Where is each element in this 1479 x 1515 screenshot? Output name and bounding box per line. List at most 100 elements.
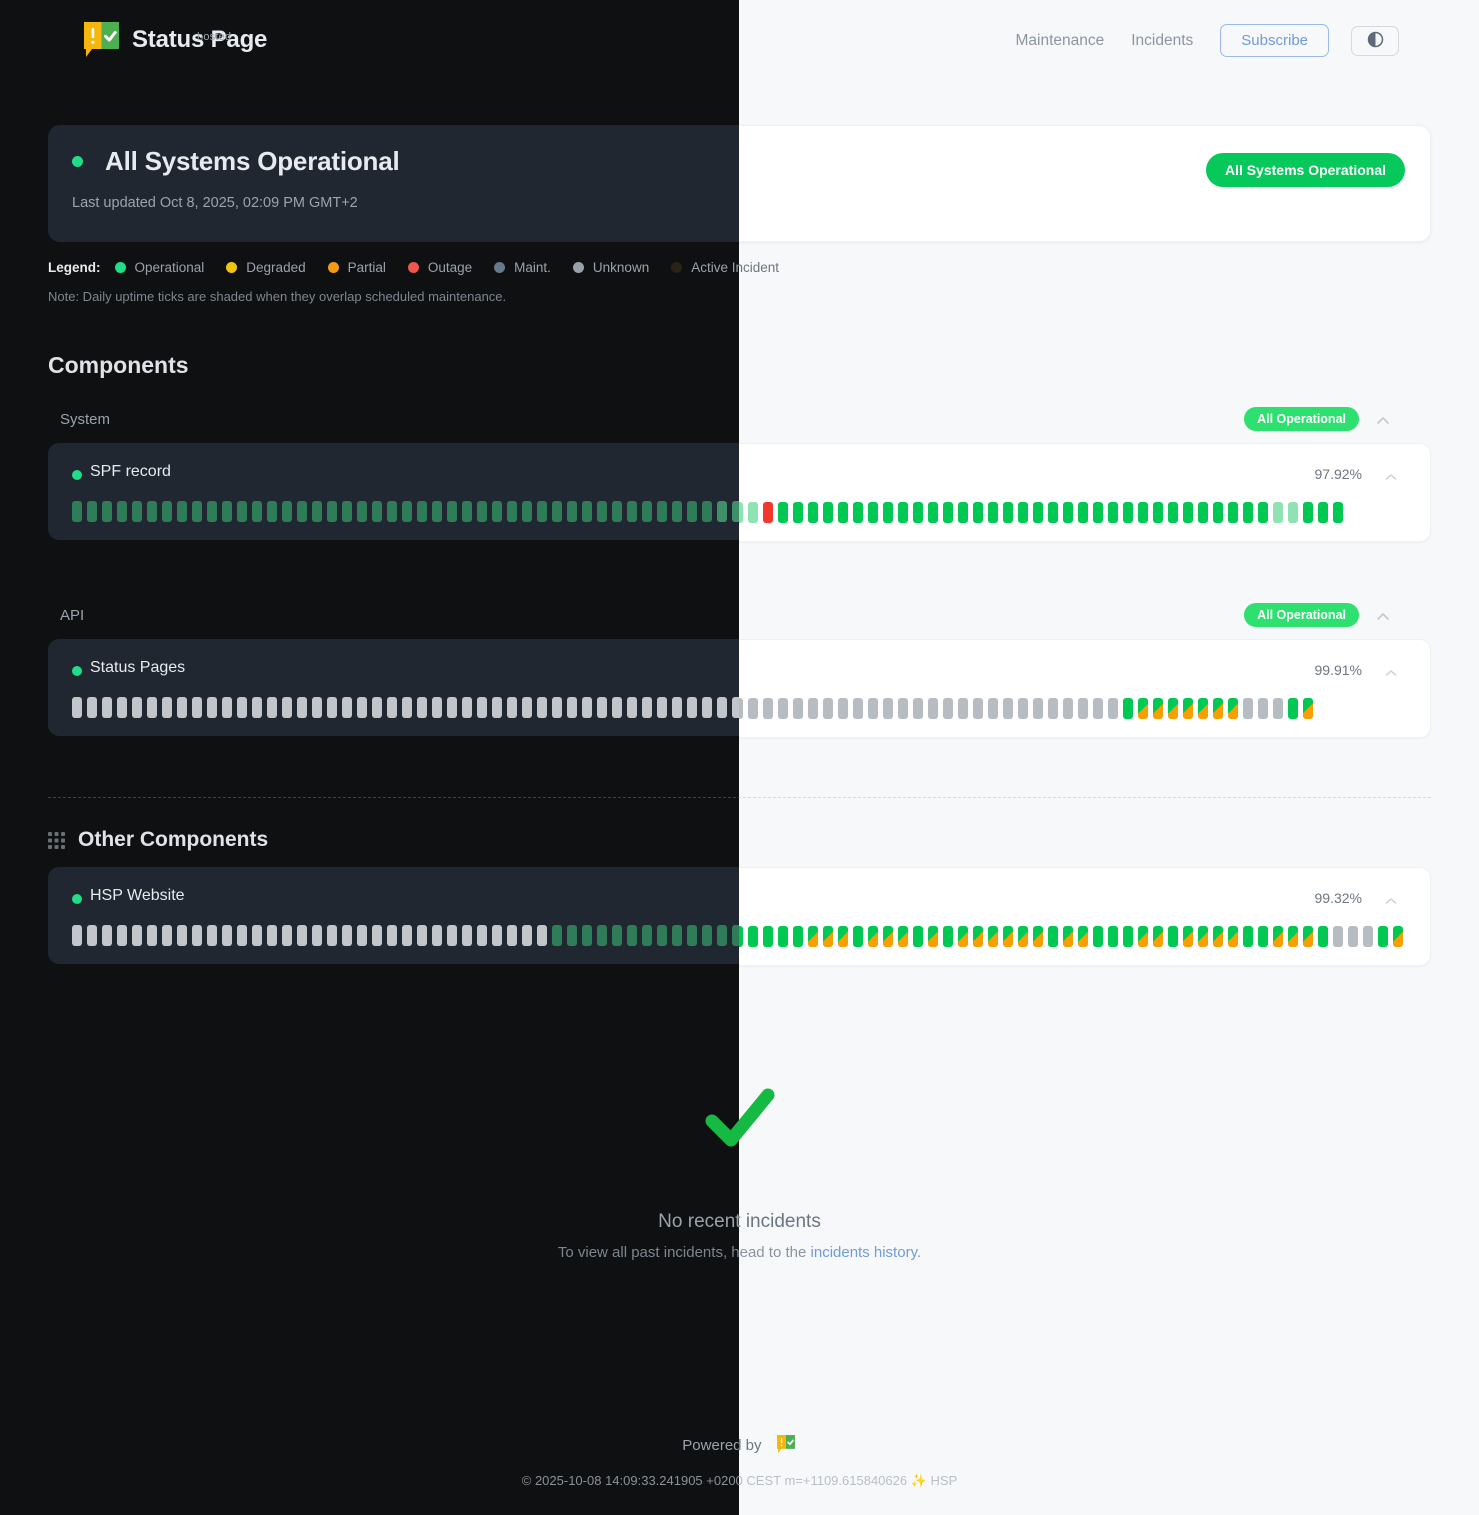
uptime-tick[interactable] (1063, 502, 1073, 523)
uptime-tick[interactable] (1198, 926, 1208, 947)
uptime-tick[interactable] (1213, 502, 1223, 523)
uptime-tick[interactable] (507, 501, 517, 522)
uptime-tick[interactable] (1063, 698, 1073, 719)
uptime-tick[interactable] (162, 697, 172, 718)
uptime-tick[interactable] (1348, 926, 1358, 947)
uptime-tick[interactable] (838, 926, 848, 947)
component-expand-chevron-icon[interactable] (1384, 666, 1398, 680)
uptime-tick[interactable] (1288, 698, 1298, 719)
uptime-tick[interactable] (357, 925, 367, 946)
uptime-tick[interactable] (1033, 502, 1043, 523)
subscribe-button[interactable]: Subscribe (1220, 24, 1329, 57)
uptime-tick[interactable] (567, 501, 577, 522)
uptime-tick[interactable] (267, 697, 277, 718)
uptime-tick[interactable] (672, 501, 682, 522)
uptime-tick[interactable] (342, 697, 352, 718)
uptime-tick[interactable] (988, 502, 998, 523)
uptime-tick[interactable] (1213, 926, 1223, 947)
uptime-tick[interactable] (252, 697, 262, 718)
uptime-tick[interactable] (1138, 926, 1148, 947)
uptime-tick[interactable] (492, 501, 502, 522)
uptime-tick[interactable] (823, 502, 833, 523)
uptime-tick[interactable] (1078, 698, 1088, 719)
uptime-tick[interactable] (1273, 698, 1283, 719)
uptime-tick[interactable] (567, 925, 577, 946)
uptime-tick[interactable] (1018, 926, 1028, 947)
uptime-tick[interactable] (612, 925, 622, 946)
uptime-tick[interactable] (507, 925, 517, 946)
uptime-tick[interactable] (973, 502, 983, 523)
uptime-tick[interactable] (612, 501, 622, 522)
uptime-tick[interactable] (462, 697, 472, 718)
uptime-tick[interactable] (1138, 502, 1148, 523)
uptime-tick[interactable] (1078, 926, 1088, 947)
uptime-tick[interactable] (1093, 698, 1103, 719)
uptime-tick[interactable] (327, 501, 337, 522)
uptime-tick[interactable] (838, 698, 848, 719)
uptime-tick[interactable] (72, 697, 82, 718)
uptime-tick[interactable] (702, 697, 712, 718)
uptime-tick[interactable] (739, 502, 743, 523)
uptime-tick[interactable] (1003, 698, 1013, 719)
uptime-tick[interactable] (1303, 502, 1313, 523)
uptime-tick[interactable] (1228, 926, 1238, 947)
uptime-tick[interactable] (282, 697, 292, 718)
uptime-tick[interactable] (642, 697, 652, 718)
uptime-tick[interactable] (372, 501, 382, 522)
uptime-tick[interactable] (883, 502, 893, 523)
brand-logo[interactable]: Status Page hosted (80, 18, 267, 61)
uptime-tick[interactable] (1033, 698, 1043, 719)
uptime-tick[interactable] (913, 698, 923, 719)
uptime-tick[interactable] (132, 501, 142, 522)
uptime-tick[interactable] (808, 698, 818, 719)
uptime-tick[interactable] (808, 502, 818, 523)
uptime-tick[interactable] (417, 925, 427, 946)
uptime-tick[interactable] (342, 925, 352, 946)
uptime-tick[interactable] (642, 501, 652, 522)
uptime-tick[interactable] (222, 501, 232, 522)
uptime-tick[interactable] (1273, 926, 1283, 947)
uptime-tick[interactable] (267, 501, 277, 522)
uptime-tick[interactable] (943, 698, 953, 719)
uptime-tick[interactable] (522, 697, 532, 718)
uptime-tick[interactable] (462, 925, 472, 946)
uptime-tick[interactable] (252, 925, 262, 946)
uptime-tick[interactable] (147, 501, 157, 522)
uptime-tick[interactable] (102, 925, 112, 946)
uptime-tick[interactable] (117, 501, 127, 522)
uptime-tick[interactable] (72, 925, 82, 946)
uptime-tick[interactable] (582, 501, 592, 522)
uptime-tick[interactable] (597, 925, 607, 946)
uptime-tick[interactable] (282, 925, 292, 946)
uptime-tick[interactable] (739, 698, 743, 719)
uptime-tick[interactable] (928, 502, 938, 523)
theme-toggle-button[interactable] (1351, 25, 1399, 56)
uptime-tick[interactable] (823, 698, 833, 719)
uptime-tick[interactable] (1258, 698, 1268, 719)
uptime-tick[interactable] (687, 501, 697, 522)
uptime-tick[interactable] (1093, 502, 1103, 523)
uptime-tick[interactable] (1123, 926, 1133, 947)
uptime-tick[interactable] (943, 502, 953, 523)
uptime-tick[interactable] (102, 501, 112, 522)
uptime-tick[interactable] (402, 501, 412, 522)
uptime-tick[interactable] (72, 501, 82, 522)
uptime-tick[interactable] (207, 501, 217, 522)
uptime-tick[interactable] (1198, 698, 1208, 719)
uptime-tick[interactable] (1243, 502, 1253, 523)
uptime-tick[interactable] (793, 698, 803, 719)
uptime-tick[interactable] (567, 697, 577, 718)
uptime-tick[interactable] (312, 925, 322, 946)
uptime-tick[interactable] (853, 698, 863, 719)
uptime-tick[interactable] (612, 697, 622, 718)
uptime-tick[interactable] (973, 926, 983, 947)
uptime-tick[interactable] (778, 502, 788, 523)
uptime-tick[interactable] (1288, 502, 1298, 523)
uptime-tick[interactable] (853, 502, 863, 523)
uptime-tick[interactable] (1198, 502, 1208, 523)
uptime-tick[interactable] (522, 501, 532, 522)
uptime-tick[interactable] (778, 926, 788, 947)
uptime-tick[interactable] (1288, 926, 1298, 947)
uptime-tick[interactable] (387, 501, 397, 522)
uptime-tick[interactable] (1333, 502, 1343, 523)
